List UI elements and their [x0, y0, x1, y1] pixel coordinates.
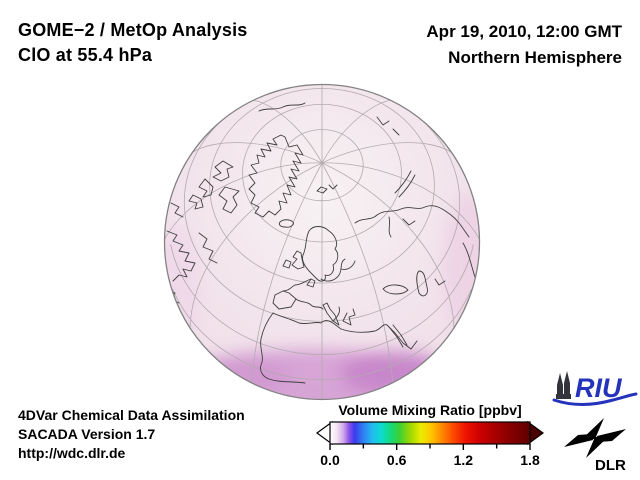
colorbar-tick-label: 1.2: [453, 452, 474, 468]
globe-limb: [163, 83, 481, 401]
globe-map: [163, 83, 481, 401]
riu-wave-icon: [552, 392, 638, 406]
colorbar-tick-labels: 0.0 0.6 1.2 1.8: [314, 452, 546, 470]
dlr-logo-svg: DLR: [564, 418, 626, 474]
cathedral-icon: [556, 371, 571, 399]
credits-line1: 4DVar Chemical Data Assimilation: [18, 407, 245, 423]
plot-title-line2: ClO at 55.4 hPa: [18, 45, 153, 65]
colorbar: [315, 420, 545, 450]
plot-title-line1: GOME−2 / MetOp Analysis: [18, 20, 248, 40]
credits-url: http://wdc.dlr.de: [18, 445, 126, 461]
riu-logo-svg: RIU: [552, 371, 638, 406]
credits-block: 4DVar Chemical Data Assimilation SACADA …: [18, 406, 245, 463]
dlr-logo-text: DLR: [595, 457, 626, 474]
dlr-logo: DLR: [562, 417, 634, 480]
colorbar-tick-label: 0.6: [386, 452, 407, 468]
dlr-wing-icon: [564, 418, 626, 458]
plot-datetime-block: Apr 19, 2010, 12:00 GMT Northern Hemisph…: [426, 19, 622, 71]
colorbar-ticks: [329, 444, 531, 450]
credits-line2: SACADA Version 1.7: [18, 426, 156, 442]
colorbar-tick-label: 1.8: [520, 452, 540, 468]
plot-title-block: GOME−2 / MetOp Analysis ClO at 55.4 hPa: [18, 18, 248, 68]
colorbar-tick-label: 0.0: [320, 452, 340, 468]
graticule: [164, 84, 480, 400]
plot-datetime: Apr 19, 2010, 12:00 GMT: [426, 22, 622, 41]
globe-svg: [163, 83, 481, 401]
colorbar-title: Volume Mixing Ratio [ppbv]: [338, 402, 522, 418]
plot-region: Northern Hemisphere: [448, 48, 622, 67]
riu-logo: RIU: [551, 370, 639, 415]
coastlines: [164, 102, 476, 384]
colorbar-gradient-bar: [329, 421, 531, 445]
